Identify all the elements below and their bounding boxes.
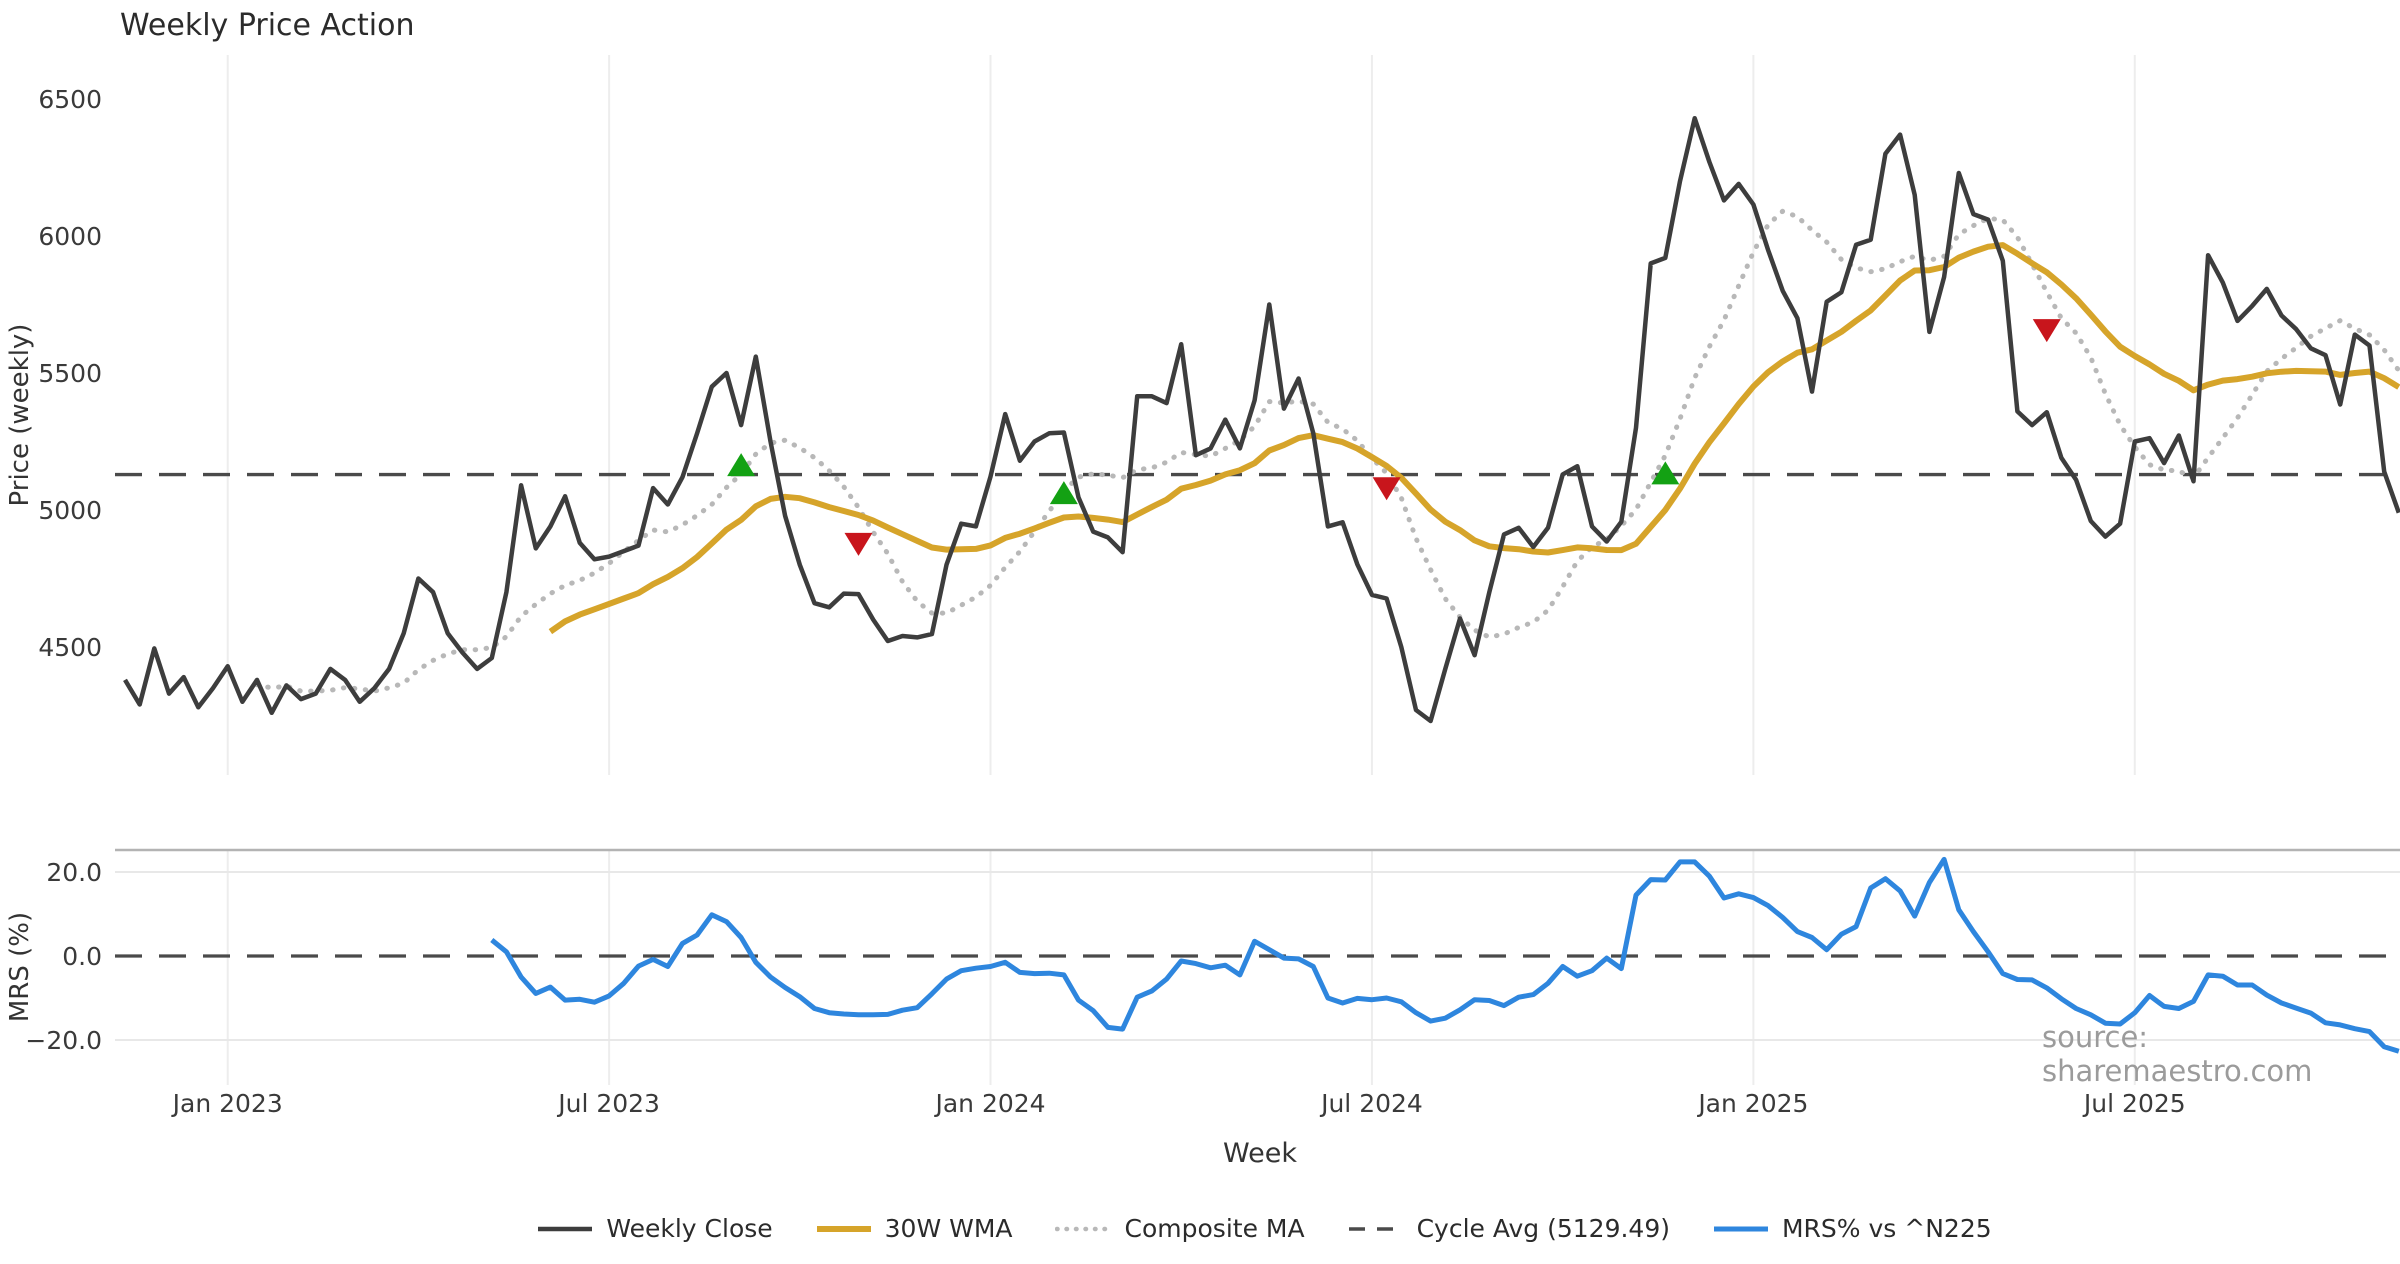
mrs-ytick-label: −20.0	[25, 1026, 102, 1055]
buy-marker-icon	[1049, 481, 1078, 505]
price-ytick-label: 5500	[38, 359, 102, 388]
sell-marker-icon	[1372, 477, 1401, 501]
legend-swatch-dashed-icon	[1348, 1226, 1403, 1231]
legend-item: Cycle Avg (5129.49)	[1347, 1214, 1670, 1243]
legend-label: Composite MA	[1124, 1214, 1305, 1243]
legend-label: Weekly Close	[606, 1214, 773, 1243]
legend-item: Composite MA	[1054, 1214, 1305, 1243]
x-tick-label: Jul 2024	[1319, 1089, 1423, 1118]
sell-marker-icon	[844, 532, 873, 556]
legend-label: 30W WMA	[884, 1214, 1013, 1243]
price-ytick-label: 5000	[38, 496, 102, 525]
sell-marker-icon	[2032, 319, 2061, 343]
x-tick-label: Jul 2023	[556, 1089, 660, 1118]
composite-ma-line	[254, 208, 2400, 694]
price-axis-label: Price (weekly)	[5, 323, 35, 507]
legend-item: Weekly Close	[536, 1214, 773, 1243]
source-watermark: source: sharemaestro.com	[2042, 1020, 2313, 1088]
x-tick-label: Jul 2025	[2082, 1089, 2186, 1118]
price-ytick-label: 6500	[38, 85, 102, 114]
legend: Weekly Close 30W WMA Composite MA Cycle Avg…	[0, 1214, 2400, 1243]
wma-line	[548, 242, 2400, 635]
price-ytick-label: 4500	[38, 633, 102, 662]
x-tick-label: Jan 2024	[933, 1089, 1045, 1118]
x-tick-label: Jan 2023	[171, 1089, 283, 1118]
mrs-line	[490, 856, 2400, 1054]
legend-item: 30W WMA	[815, 1214, 1013, 1243]
legend-label: MRS% vs ^N225	[1781, 1214, 1992, 1243]
legend-swatch-solid-icon	[1713, 1226, 1768, 1231]
weekly-close-line	[123, 115, 2400, 724]
price-ytick-label: 6000	[38, 222, 102, 251]
legend-swatch-dotted-icon	[1054, 1226, 1113, 1231]
legend-item: MRS% vs ^N225	[1712, 1214, 1992, 1243]
x-axis-label: Week	[1223, 1138, 1297, 1169]
mrs-axis-label: MRS (%)	[5, 911, 35, 1023]
chart-title: Weekly Price Action	[120, 8, 415, 43]
legend-swatch-solid-icon	[816, 1225, 871, 1232]
x-tick-label: Jan 2025	[1696, 1089, 1808, 1118]
mrs-ytick-label: 20.0	[46, 858, 102, 887]
mrs-ytick-label: 0.0	[62, 942, 102, 971]
legend-swatch-solid-icon	[538, 1226, 593, 1231]
buy-marker-icon	[1651, 461, 1680, 485]
buy-marker-icon	[727, 453, 756, 477]
legend-label: Cycle Avg (5129.49)	[1416, 1214, 1670, 1243]
